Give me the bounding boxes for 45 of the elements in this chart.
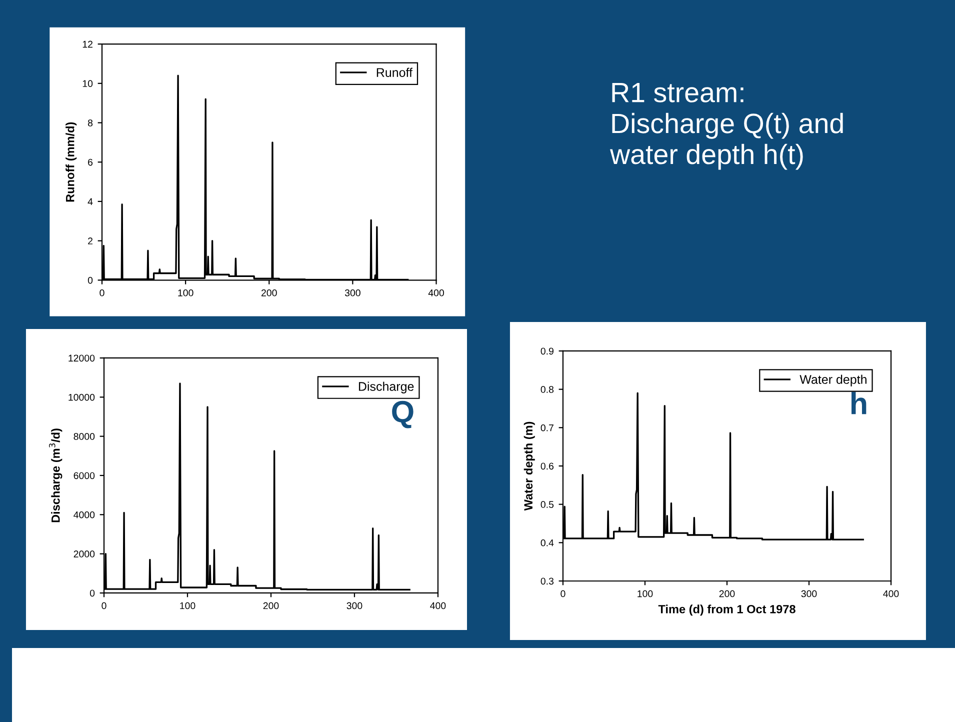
y-tick-label: 10 xyxy=(82,80,93,88)
text: R1 stream: Discharge Q(t) and water depth h(t) xyxy=(610,83,843,170)
x-tick-label: 100 xyxy=(178,289,194,296)
legend-label: Runoff xyxy=(376,68,413,77)
y-tick-label: 0.3 xyxy=(540,578,554,585)
legend-label: Water depth xyxy=(800,374,866,386)
y-tick-label: 12 xyxy=(82,40,92,48)
x-tick-label: 0 xyxy=(100,289,104,296)
x-tick-label: 300 xyxy=(801,590,817,598)
y-tick-label: 0 xyxy=(88,276,93,284)
y-axis-title: Water depth (m) xyxy=(524,422,535,511)
x-tick-label: 200 xyxy=(263,602,279,610)
y-tick-label: 8 xyxy=(88,119,93,126)
y-tick-label: 2000 xyxy=(74,550,95,558)
legend-label: Discharge xyxy=(358,382,414,394)
y-tick-label: 0.7 xyxy=(540,424,554,432)
x-tick-label: 200 xyxy=(719,590,735,598)
x-tick-label: 300 xyxy=(344,289,360,296)
y-tick-label: 12000 xyxy=(68,354,95,362)
x-tick-label: 400 xyxy=(883,590,899,598)
y-tick-label: 2 xyxy=(88,238,92,244)
x-tick-label: 400 xyxy=(430,602,446,610)
y-tick-label: 4 xyxy=(88,198,93,205)
y-axis-title: Discharge (m$^{3}$/d) xyxy=(49,428,62,522)
y-tick-label: 0.9 xyxy=(540,348,554,355)
y-axis-title: Runoff (mm/d) xyxy=(66,122,77,202)
y-tick-label: 0.4 xyxy=(540,539,554,546)
y-tick-label: 6 xyxy=(88,158,93,166)
x-tick-label: 300 xyxy=(346,602,362,610)
y-tick-label: 10000 xyxy=(68,394,95,401)
x-tick-label: 0 xyxy=(102,602,106,610)
annotation: h xyxy=(852,392,866,414)
x-tick-label: 0 xyxy=(560,590,566,598)
y-tick-label: 4000 xyxy=(74,511,95,518)
x-tick-label: 100 xyxy=(638,590,653,598)
y-tick-label: 0.5 xyxy=(540,501,554,508)
x-tick-label: 100 xyxy=(180,602,196,610)
x-tick-label: 400 xyxy=(428,289,444,296)
y-tick-label: 0.6 xyxy=(540,462,554,470)
y-tick-label: 6000 xyxy=(74,472,95,480)
x-axis-title: Time (d) from 1 Oct 1978 xyxy=(658,604,796,616)
x-tick-label: 200 xyxy=(262,289,277,296)
annotation: Q xyxy=(392,400,414,428)
y-tick-label: 8000 xyxy=(74,433,95,440)
y-tick-label: 0.8 xyxy=(540,386,554,393)
